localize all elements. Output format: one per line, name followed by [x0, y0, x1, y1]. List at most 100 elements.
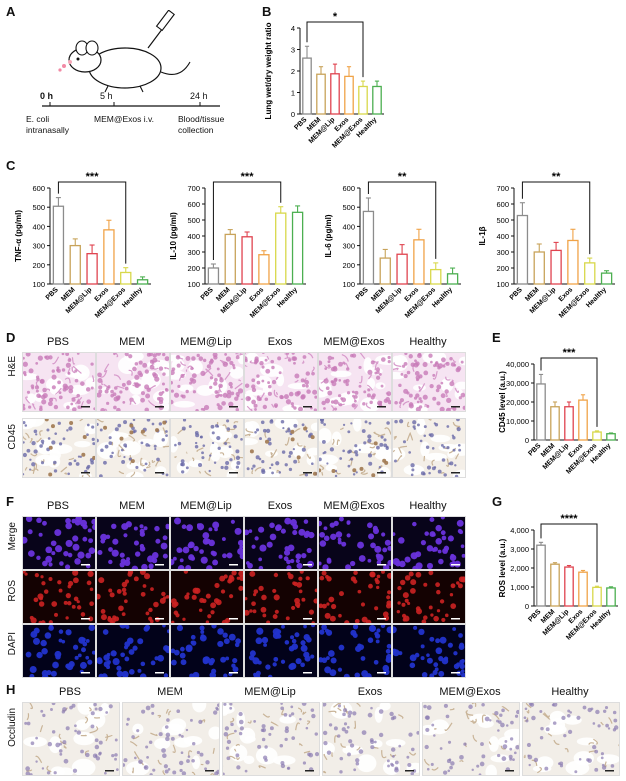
y-tick-label: 0: [291, 110, 295, 119]
row-label-merge: Merge: [7, 522, 18, 551]
occludin-image-exos: [322, 702, 420, 776]
y-tick-label: 2: [291, 67, 295, 76]
y-axis-label: IL-1β: [478, 226, 487, 245]
row-label-dapi: DAPI: [7, 632, 18, 656]
y-tick-label: 200: [342, 261, 355, 270]
occludin-image-pbs: [22, 702, 120, 776]
bar-healthy: [136, 279, 149, 285]
bar-mem-exos: [592, 586, 602, 607]
bar-mem-lip: [396, 253, 408, 285]
bar-pbs: [302, 57, 312, 115]
significance-bracket: [57, 181, 127, 264]
panel-label-g: G: [492, 494, 503, 509]
significance-bracket: [367, 181, 437, 259]
step-mem-exos: MEM@Exos i.v.: [94, 114, 154, 124]
row-label-ros: ROS: [7, 580, 18, 602]
bar-healthy: [446, 273, 459, 285]
merge-image-mem: [96, 516, 170, 570]
dapi-image-healthy: [392, 624, 466, 678]
panel-h-title-mem: MEM: [157, 686, 183, 698]
cd45-image-healthy: [392, 418, 466, 478]
cd45-image-mem-exos: [318, 418, 392, 478]
significance-label: ***: [86, 171, 100, 183]
significance-bracket: [212, 181, 282, 260]
y-tick-label: 600: [342, 184, 355, 193]
bar-healthy: [606, 587, 616, 607]
timeline-24h: 24 h: [190, 91, 208, 101]
bar-healthy: [291, 211, 304, 285]
y-axis-label: IL-6 (pg/ml): [324, 214, 333, 257]
y-axis-label: Lung wet/dry weight ratio: [264, 22, 273, 119]
row-label-cd45: CD45: [7, 424, 18, 450]
merge-image-healthy: [392, 516, 466, 570]
step-ecoli: E. coli intranasally: [26, 114, 69, 135]
he-image-mem: [96, 352, 170, 412]
bar-exos: [258, 254, 270, 285]
panel-label-d: D: [6, 330, 16, 345]
y-axis-label: TNF-α (pg/ml): [14, 210, 23, 262]
bar-mem: [224, 233, 236, 285]
bar-mem-lip: [330, 73, 340, 115]
panel-d-title-exos: Exos: [267, 336, 293, 348]
merge-image-mem-exos: [318, 516, 392, 570]
y-tick-label: 400: [32, 222, 45, 231]
y-tick-label: 1: [291, 89, 295, 98]
y-tick-label: 10,000: [506, 417, 529, 426]
panel-f-title-pbs: PBS: [46, 500, 69, 512]
panel-d-title-healthy: Healthy: [409, 336, 447, 348]
bar-mem-lip: [550, 249, 562, 285]
y-tick-label: 300: [342, 242, 355, 251]
y-tick-label: 4,000: [510, 526, 529, 535]
panel-label-c: C: [6, 158, 16, 173]
he-image-healthy: [392, 352, 466, 412]
bar-pbs: [536, 544, 546, 607]
bar-mem-exos: [430, 268, 442, 285]
syringe-icon: [147, 10, 175, 49]
y-tick-label: 700: [187, 184, 200, 193]
bar-exos: [578, 399, 588, 441]
significance-label: **: [552, 171, 561, 183]
y-tick-label: 700: [496, 184, 509, 193]
panel-d-title-mem-exos: MEM@Exos: [323, 336, 385, 348]
y-axis-label: CD45 level (a.u.): [498, 371, 507, 433]
panel-label-e: E: [492, 330, 501, 345]
row-label-he: H&E: [7, 356, 18, 377]
ros-image-mem-lip: [170, 570, 244, 624]
y-tick-label: 0: [525, 436, 529, 445]
bar-mem-lip: [564, 566, 574, 607]
bar-pbs: [207, 267, 220, 285]
bar-mem-exos: [275, 212, 287, 285]
panel-d-title-mem: MEM: [119, 336, 145, 348]
bar-pbs: [516, 214, 529, 285]
y-tick-label: 600: [187, 200, 200, 209]
y-axis-label: ROS level (a.u.): [498, 538, 507, 597]
bar-mem: [69, 244, 81, 285]
y-tick-label: 2,000: [510, 564, 529, 573]
y-tick-label: 200: [496, 264, 509, 273]
bar-mem: [533, 251, 545, 285]
panel-label-a: A: [6, 4, 16, 19]
bar-mem: [550, 563, 560, 607]
timeline-0h: 0 h: [40, 91, 54, 101]
cd45-image-mem: [96, 418, 170, 478]
x-tick-label: PBS: [45, 286, 60, 301]
panel-h-title-pbs: PBS: [58, 686, 81, 698]
dapi-image-mem-lip: [170, 624, 244, 678]
bar-mem-exos: [592, 431, 602, 441]
he-image-mem-lip: [170, 352, 244, 412]
cd45-image-mem-lip: [170, 418, 244, 478]
ros-image-mem: [96, 570, 170, 624]
y-tick-label: 100: [342, 280, 355, 289]
row-label-occludin: Occludin: [7, 708, 18, 747]
bar-pbs: [362, 210, 375, 285]
mouse-illustration: [58, 40, 191, 93]
significance-bracket: [306, 21, 364, 78]
ros-image-pbs: [22, 570, 96, 624]
bar-healthy: [606, 433, 616, 441]
merge-image-pbs: [22, 516, 96, 570]
panel-f-title-exos: Exos: [267, 500, 293, 512]
